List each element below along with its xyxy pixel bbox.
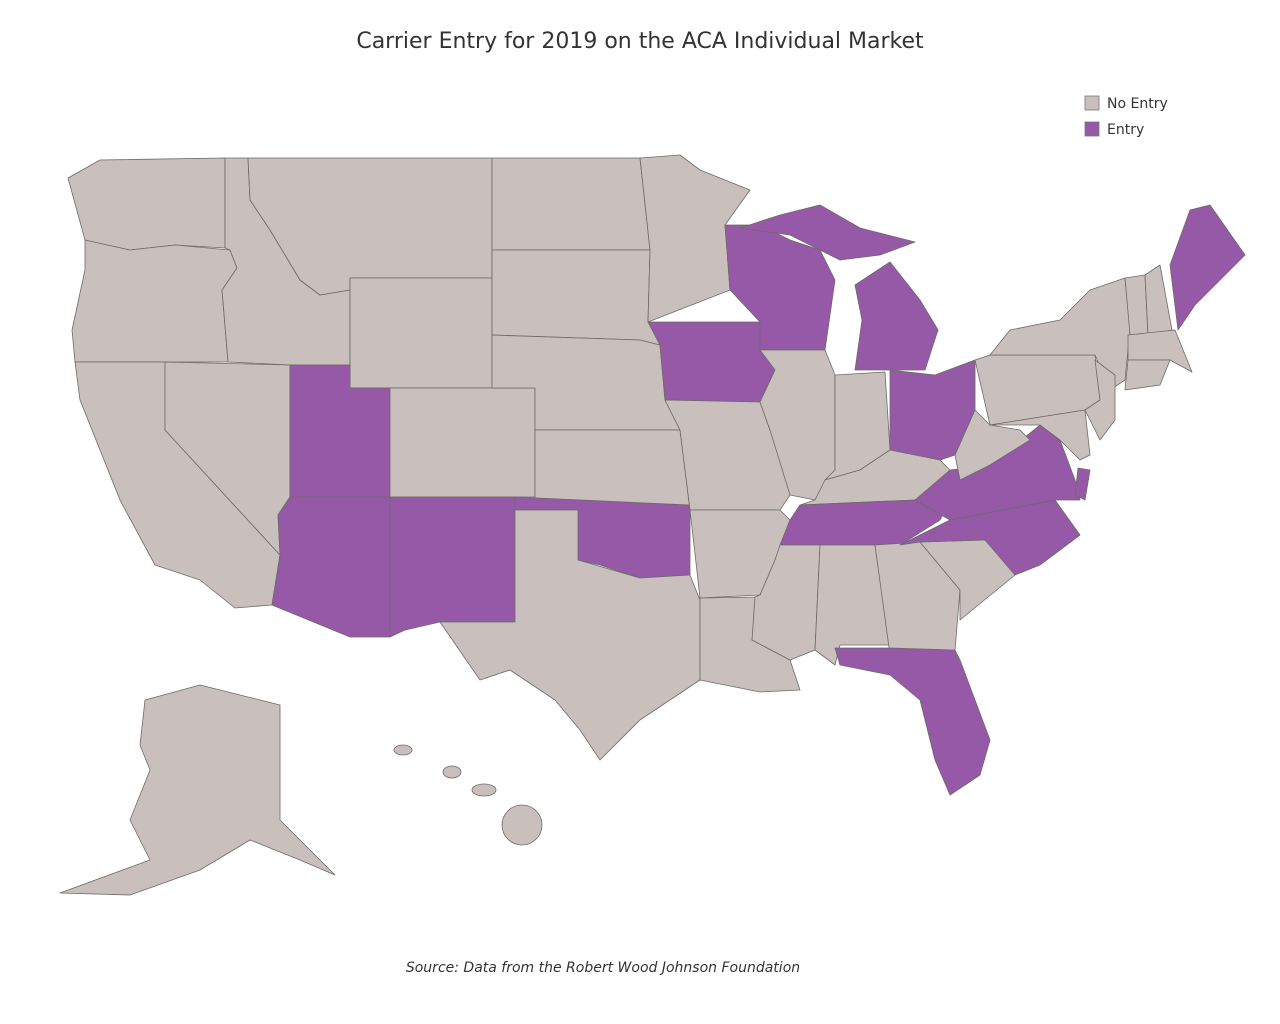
state [834,647,991,796]
state [59,684,336,896]
states [59,154,1246,896]
state [491,249,661,346]
state [501,804,543,846]
state [534,429,691,511]
state [439,509,701,761]
state [471,783,497,797]
state [739,204,916,261]
map-title: Carrier Entry for 2019 on the ACA Indivi… [356,29,924,54]
state [442,765,462,779]
source-note: Source: Data from the Robert Wood Johnso… [406,960,800,976]
state [389,387,536,498]
state [647,321,776,403]
state [854,261,939,371]
legend-label: Entry [1107,122,1144,138]
legend: No Entry Entry [1084,95,1168,138]
state [389,496,516,638]
state [491,157,651,251]
state [271,496,391,638]
state [1074,467,1091,501]
legend-label: No Entry [1107,96,1168,112]
state [71,239,238,363]
state [759,349,836,501]
legend-swatch [1084,121,1100,137]
state [1124,359,1171,391]
state [349,277,493,389]
state [1127,329,1193,373]
state [1084,359,1116,441]
state [954,409,1031,481]
state [393,744,413,756]
state [1169,204,1246,331]
state [989,409,1091,461]
state [67,157,226,251]
state [1144,264,1173,336]
legend-swatch [1084,95,1100,111]
